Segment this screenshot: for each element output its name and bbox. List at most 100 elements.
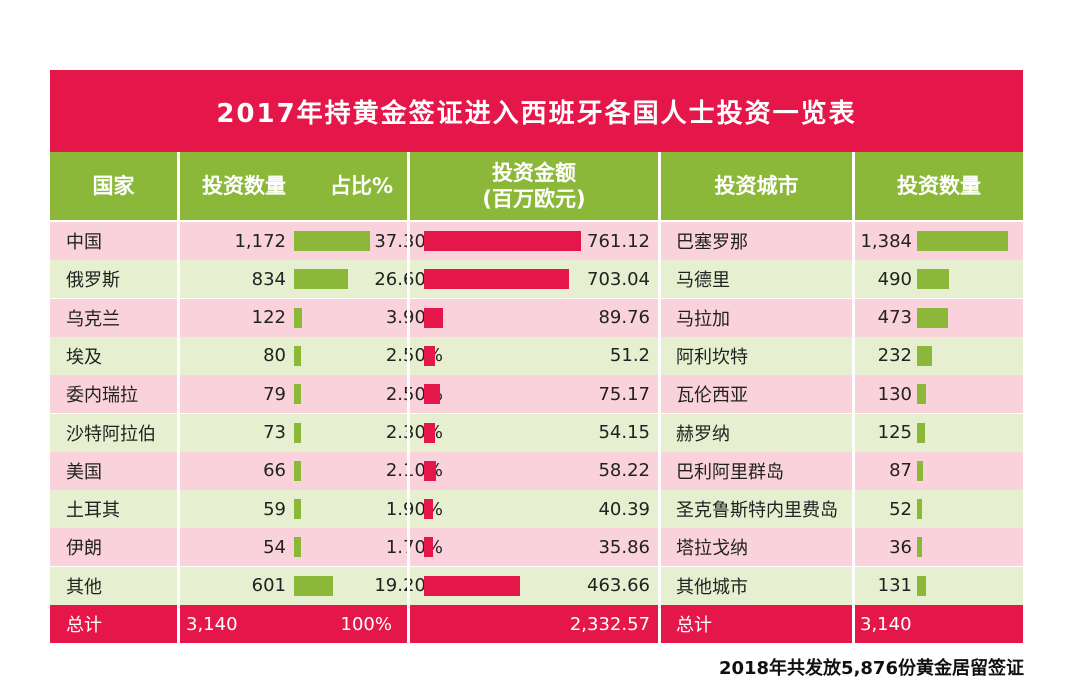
city-count-bar — [917, 460, 923, 481]
city-count-value: 473 — [877, 307, 912, 329]
amount-value: 703.04 — [587, 268, 650, 290]
city-cell: 马德里 — [676, 270, 730, 292]
country-cell: 俄罗斯 — [66, 270, 120, 292]
column-separator — [177, 413, 180, 452]
country-cell: 其他 — [66, 576, 102, 598]
column-separator — [407, 451, 410, 490]
city-count-value: 130 — [877, 383, 912, 405]
header-country: 国家 — [50, 152, 177, 220]
column-separator — [407, 490, 410, 529]
city-count-value: 232 — [877, 345, 912, 367]
city-count-bar — [917, 384, 926, 405]
amount-bar — [424, 575, 520, 596]
country-cell: 委内瑞拉 — [66, 385, 138, 407]
column-separator — [407, 375, 410, 414]
column-separator — [852, 605, 855, 643]
amount-bar — [424, 422, 436, 443]
city-cell: 其他城市 — [676, 576, 748, 598]
column-separator — [177, 451, 180, 490]
table-row: 沙特阿拉伯 73 2.30% 54.15 赫罗纳 125 — [50, 413, 1023, 452]
count-bar — [294, 537, 301, 558]
column-separator — [658, 566, 661, 605]
column-separator — [407, 222, 410, 260]
column-separator — [658, 528, 661, 567]
count-value: 1,172 — [234, 230, 286, 252]
count-value: 59 — [263, 498, 286, 520]
count-bar — [294, 231, 370, 251]
amount-value: 463.66 — [587, 575, 650, 597]
count-bar — [294, 269, 349, 290]
column-separator — [177, 336, 180, 375]
column-separator — [852, 336, 855, 375]
column-separator — [852, 490, 855, 529]
header-city: 投资城市 — [661, 152, 852, 220]
amount-value: 35.86 — [598, 536, 650, 558]
column-separator — [407, 336, 410, 375]
column-separator — [177, 260, 180, 299]
country-cell: 美国 — [66, 461, 102, 483]
column-separator — [177, 298, 180, 337]
amount-value: 761.12 — [587, 230, 650, 252]
column-separator — [177, 566, 180, 605]
amount-bar — [424, 269, 570, 290]
column-separator — [852, 260, 855, 299]
city-cell: 阿利坎特 — [676, 346, 748, 368]
amount-value: 40.39 — [598, 498, 650, 520]
city-count-bar — [917, 307, 949, 328]
table-row: 埃及 80 2.50% 51.2 阿利坎特 232 — [50, 336, 1023, 375]
city-cell: 巴利阿里群岛 — [676, 461, 784, 483]
column-separator — [852, 375, 855, 414]
column-separator — [852, 413, 855, 452]
city-cell: 赫罗纳 — [676, 423, 730, 445]
city-count-bar — [917, 499, 922, 520]
city-cell: 巴塞罗那 — [676, 232, 748, 253]
column-separator — [852, 528, 855, 567]
column-separator — [852, 298, 855, 337]
column-separator — [658, 298, 661, 337]
country-cell: 乌克兰 — [66, 308, 120, 330]
count-bar — [294, 499, 301, 520]
column-separator — [407, 566, 410, 605]
header-amount: 投资金额 (百万欧元) — [410, 152, 658, 220]
count-bar — [294, 422, 301, 443]
column-separator — [407, 605, 410, 643]
count-value: 66 — [263, 460, 286, 482]
count-bar — [294, 307, 302, 328]
country-cell: 沙特阿拉伯 — [66, 423, 156, 445]
footer-note: 2018年共发放5,876份黄金居留签证 — [718, 658, 1024, 679]
column-separator — [658, 413, 661, 452]
column-separator — [658, 260, 661, 299]
count-bar — [294, 460, 301, 481]
column-separator — [177, 375, 180, 414]
column-separator — [658, 375, 661, 414]
amount-value: 75.17 — [598, 383, 650, 405]
table-row: 土耳其 59 1.90% 40.39 圣克鲁斯特内里费岛 52 — [50, 490, 1023, 529]
city-cell: 塔拉戈纳 — [676, 538, 748, 560]
amount-bar — [424, 384, 440, 405]
city-count-bar — [917, 231, 1008, 251]
column-separator — [852, 566, 855, 605]
amount-value: 89.76 — [598, 307, 650, 329]
total-row: 总计 3,140 100% 2,332.57 总计 3,140 — [50, 605, 1023, 643]
amount-bar — [424, 231, 581, 251]
amount-bar — [424, 460, 436, 481]
investment-table: 2017年持黄金签证进入西班牙各国人士投资一览表 国家 投资数量 占比% 投资金… — [50, 70, 1023, 643]
city-count-value: 131 — [877, 575, 912, 597]
count-value: 73 — [263, 422, 286, 443]
total-count: 3,140 — [186, 613, 238, 635]
country-cell: 伊朗 — [66, 538, 102, 560]
column-separator — [407, 528, 410, 567]
count-value: 54 — [263, 536, 286, 558]
count-value: 601 — [251, 575, 286, 597]
amount-value: 54.15 — [598, 422, 650, 443]
column-separator — [658, 490, 661, 529]
column-separator — [658, 451, 661, 490]
header-amount-line1: 投资金额 — [492, 161, 576, 185]
city-count-bar — [917, 422, 926, 443]
column-separator — [407, 413, 410, 452]
city-count-value: 87 — [889, 460, 912, 482]
count-bar — [294, 575, 333, 596]
city-cell: 瓦伦西亚 — [676, 385, 748, 407]
